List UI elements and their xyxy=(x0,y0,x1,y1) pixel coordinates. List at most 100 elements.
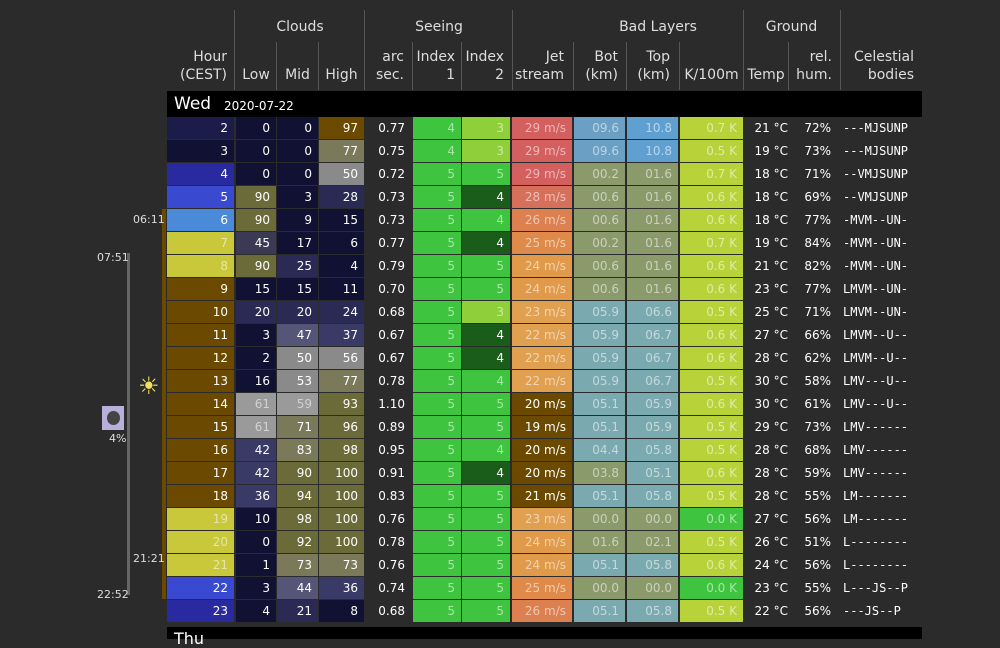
sun-icon: ☀ xyxy=(138,372,160,400)
seeing-arcsec-cell: 0.89 xyxy=(378,420,405,434)
seeing-arcsec-cell: 0.76 xyxy=(378,512,405,526)
header-subdivider xyxy=(626,42,627,90)
seeing-index1-cell: 5 xyxy=(413,554,461,576)
seeing-arcsec-cell: 0.77 xyxy=(378,236,405,250)
humidity-cell: 71% xyxy=(804,305,831,319)
seeing-index1-cell: 4 xyxy=(413,117,461,139)
cloud-mid-cell: 15 xyxy=(277,278,318,300)
header-low: Low xyxy=(242,67,270,83)
bad-layer-k-cell: 0.5 K xyxy=(680,301,743,323)
bad-layer-bot-cell: 05.9 xyxy=(574,370,625,392)
cloud-mid-cell: 9 xyxy=(277,209,318,231)
humidity-cell: 55% xyxy=(804,581,831,595)
hour-cell: 8 xyxy=(167,255,234,277)
cloud-mid-cell: 92 xyxy=(277,531,318,553)
cloud-low-cell: 4 xyxy=(236,600,276,622)
celestial-bodies-cell: LMV---U-- xyxy=(843,374,909,388)
seeing-index1-cell: 4 xyxy=(413,140,461,162)
bad-layer-bot-cell: 00.6 xyxy=(574,278,625,300)
table-row: 13 16 53 77 0.78 5 4 22 m/s 05.9 06.7 0.5 K 30 °C 58… xyxy=(167,370,922,393)
header-high: High xyxy=(325,67,358,83)
seeing-arcsec-cell: 0.83 xyxy=(378,489,405,503)
temperature-cell: 28 °C xyxy=(754,466,788,480)
table-row: 6 90 9 15 0.73 5 4 26 m/s 00.6 01.6 0.6 K 18 °C 77% -… xyxy=(167,209,922,232)
bad-layer-bot-cell: 05.9 xyxy=(574,324,625,346)
jetstream-cell: 22 m/s xyxy=(512,370,572,392)
cloud-low-cell: 3 xyxy=(236,324,276,346)
cloud-high-cell: 96 xyxy=(319,416,364,438)
bad-layer-bot-cell: 00.6 xyxy=(574,186,625,208)
jetstream-cell: 26 m/s xyxy=(512,600,572,622)
hour-cell: 21 xyxy=(167,554,234,576)
humidity-cell: 61% xyxy=(804,397,831,411)
jetstream-cell: 24 m/s xyxy=(512,531,572,553)
humidity-cell: 56% xyxy=(804,512,831,526)
humidity-cell: 69% xyxy=(804,190,831,204)
seeing-index1-cell: 5 xyxy=(413,186,461,208)
seeing-index1-cell: 5 xyxy=(413,209,461,231)
bad-layer-bot-cell: 01.6 xyxy=(574,531,625,553)
bad-layer-bot-cell: 05.1 xyxy=(574,485,625,507)
header-arcsec: arc sec. xyxy=(375,49,404,83)
bad-layer-top-cell: 01.6 xyxy=(627,232,678,254)
hour-cell: 10 xyxy=(167,301,234,323)
seeing-arcsec-cell: 0.78 xyxy=(378,374,405,388)
bad-layer-k-cell: 0.7 K xyxy=(680,163,743,185)
header-index1: Index 1 xyxy=(416,49,455,83)
cloud-mid-cell: 0 xyxy=(277,117,318,139)
celestial-bodies-cell: L---JS--P xyxy=(843,581,909,595)
bad-layer-k-cell: 0.6 K xyxy=(680,554,743,576)
seeing-index1-cell: 5 xyxy=(413,531,461,553)
header-clouds: Clouds xyxy=(276,19,324,35)
cloud-mid-cell: 73 xyxy=(277,554,318,576)
cloud-low-cell: 90 xyxy=(236,209,276,231)
seeing-index1-cell: 5 xyxy=(413,278,461,300)
bad-layer-top-cell: 01.6 xyxy=(627,255,678,277)
jetstream-cell: 25 m/s xyxy=(512,577,572,599)
cloud-high-cell: 24 xyxy=(319,301,364,323)
header-top: Top (km) xyxy=(637,49,670,83)
hour-cell: 14 xyxy=(167,393,234,415)
bad-layer-k-cell: 0.0 K xyxy=(680,508,743,530)
seeing-index1-cell: 5 xyxy=(413,577,461,599)
seeing-arcsec-cell: 0.76 xyxy=(378,558,405,572)
sunset-time: 21:21 xyxy=(133,552,165,565)
seeing-arcsec-cell: 0.68 xyxy=(378,604,405,618)
cloud-high-cell: 15 xyxy=(319,209,364,231)
celestial-bodies-cell: LMVM--U-- xyxy=(843,351,909,365)
jetstream-cell: 21 m/s xyxy=(512,485,572,507)
hour-cell: 4 xyxy=(167,163,234,185)
bad-layer-top-cell: 06.7 xyxy=(627,370,678,392)
humidity-cell: 68% xyxy=(804,443,831,457)
hour-cell: 3 xyxy=(167,140,234,162)
cloud-high-cell: 98 xyxy=(319,439,364,461)
celestial-bodies-cell: LMV------ xyxy=(843,466,909,480)
humidity-cell: 56% xyxy=(804,558,831,572)
seeing-index1-cell: 5 xyxy=(413,600,461,622)
table-row: 18 36 94 100 0.83 5 5 21 m/s 05.1 05.8 0.5 K 28 °C 5… xyxy=(167,485,922,508)
cloud-mid-cell: 98 xyxy=(277,508,318,530)
cloud-low-cell: 61 xyxy=(236,393,276,415)
temperature-cell: 30 °C xyxy=(754,397,788,411)
bad-layer-k-cell: 0.6 K xyxy=(680,462,743,484)
celestial-bodies-cell: LMVM--UN- xyxy=(843,305,909,319)
jetstream-cell: 20 m/s xyxy=(512,439,572,461)
cloud-low-cell: 61 xyxy=(236,416,276,438)
bad-layer-k-cell: 0.5 K xyxy=(680,140,743,162)
bad-layer-top-cell: 01.6 xyxy=(627,209,678,231)
bad-layer-k-cell: 0.6 K xyxy=(680,393,743,415)
seeing-index2-cell: 4 xyxy=(462,439,510,461)
jetstream-cell: 19 m/s xyxy=(512,416,572,438)
cloud-low-cell: 3 xyxy=(236,577,276,599)
temperature-cell: 27 °C xyxy=(754,328,788,342)
table-row: 15 61 71 96 0.89 5 5 19 m/s 05.1 05.9 0.5 K 29 °C 73… xyxy=(167,416,922,439)
seeing-index2-cell: 5 xyxy=(462,508,510,530)
seeing-index2-cell: 4 xyxy=(462,209,510,231)
hour-cell: 22 xyxy=(167,577,234,599)
table-row: 16 42 83 98 0.95 5 4 20 m/s 04.4 05.8 0.5 K 28 °C 68… xyxy=(167,439,922,462)
header-divider xyxy=(512,10,513,90)
bad-layer-top-cell: 05.9 xyxy=(627,416,678,438)
humidity-cell: 58% xyxy=(804,374,831,388)
bad-layer-top-cell: 06.7 xyxy=(627,347,678,369)
seeing-arcsec-cell: 0.70 xyxy=(378,282,405,296)
